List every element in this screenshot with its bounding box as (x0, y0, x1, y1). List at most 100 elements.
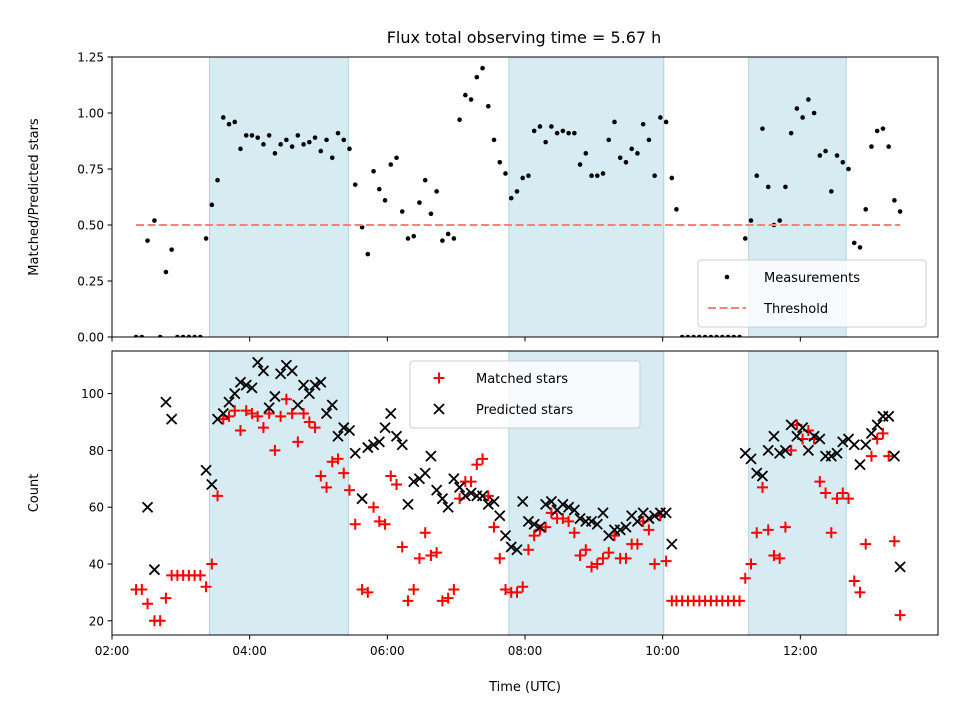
matched-star-point (408, 584, 420, 596)
measurement-point (411, 233, 417, 239)
matched-star-point (465, 476, 477, 488)
predicted-star-point (390, 430, 403, 442)
y-axis-label: Matched/Predicted stars (27, 118, 42, 276)
measurement-point (463, 92, 468, 98)
measurement-point (377, 186, 382, 192)
predicted-star-point (888, 450, 901, 462)
predicted-star-point (419, 467, 431, 479)
measurement-point (163, 269, 169, 275)
predicted-star-point (292, 399, 304, 411)
measurement-point (497, 159, 503, 165)
matched-star-point (431, 547, 443, 559)
measurement-point (834, 153, 840, 158)
matched-star-point (574, 549, 586, 561)
legend-box (697, 259, 927, 328)
matched-star-point (356, 584, 368, 596)
predicted-star-point (756, 470, 769, 482)
x-tick-label: 08:00 (508, 644, 543, 658)
matched-star-point (597, 552, 609, 564)
matched-star-point (154, 615, 166, 627)
predicted-star-point (591, 518, 603, 530)
predicted-star-point (425, 450, 437, 462)
measurement-point (874, 128, 880, 134)
matched-star-point (751, 527, 763, 539)
matched-star-point (332, 453, 344, 465)
measurement-point (543, 139, 548, 145)
predicted-star-point (459, 490, 471, 502)
measurement-point (829, 189, 834, 194)
matched-star-point (643, 524, 655, 536)
predicted-star-point (768, 430, 780, 442)
y-tick-label: 80 (89, 444, 104, 458)
measurement-point (226, 121, 232, 127)
matched-star-point (252, 410, 264, 422)
y-tick-label: 60 (89, 501, 104, 515)
legend: Measurements Threshold (697, 259, 927, 328)
matched-star-point (517, 581, 529, 593)
x-axis-label: Time (UTC) (488, 680, 561, 695)
predicted-star-point (894, 561, 906, 573)
measurement-point (765, 184, 771, 190)
measurement-point (794, 106, 800, 111)
matched-star-point (321, 481, 333, 493)
matched-star-point (402, 595, 414, 607)
measurement-point (215, 177, 220, 183)
matched-star-point (362, 586, 374, 598)
measurement-point (520, 175, 526, 181)
predicted-star-point (269, 390, 281, 403)
matched-star-point (275, 410, 287, 422)
measurement-point (485, 103, 491, 109)
predicted-star-point (465, 487, 477, 499)
matched-star-point (315, 470, 327, 482)
predicted-star-point (540, 498, 552, 510)
matched-star-point (620, 552, 632, 564)
measurement-point (382, 198, 388, 203)
predicted-star-point (338, 422, 350, 434)
measurement-point (646, 137, 652, 143)
measurement-point (892, 198, 897, 203)
predicted-star-point (631, 515, 644, 528)
matched-star-point (477, 453, 489, 465)
matched-star-point (229, 405, 241, 417)
measurement-point (725, 334, 731, 337)
legend-label: Measurements (764, 271, 860, 286)
measurement-point (658, 115, 663, 120)
predicted-star-point (808, 430, 820, 442)
matched-star-point (831, 493, 843, 505)
matched-star-point (779, 521, 791, 533)
legend-marker-predicted (433, 403, 445, 415)
measurement-point (697, 334, 702, 337)
measurement-point (823, 148, 828, 154)
measurement-point (312, 135, 318, 140)
measurement-point (417, 200, 422, 205)
matched-star-point (580, 544, 592, 556)
matched-star-point (160, 592, 172, 604)
measurement-point (278, 142, 283, 147)
measurement-point (748, 218, 754, 223)
measurement-point (612, 119, 617, 125)
measurement-point (180, 334, 186, 337)
measurement-point (674, 207, 679, 212)
y-tick-label: 1.25 (77, 51, 104, 65)
measurement-point (583, 151, 589, 156)
measurement-point (434, 189, 439, 194)
measurement-point (457, 117, 462, 123)
predicted-star-point (545, 495, 558, 508)
predicted-star-point (837, 436, 849, 448)
measurement-point (537, 124, 543, 129)
matched-star-point (136, 584, 148, 596)
predicted-star-point (408, 476, 420, 488)
matched-star-point (745, 558, 757, 570)
y-tick-label: 40 (89, 558, 104, 572)
predicted-star-point (648, 510, 661, 522)
predicted-star-point (309, 379, 321, 391)
predicted-star-point (349, 447, 361, 459)
predicted-star-point (774, 447, 786, 459)
predicted-star-point (791, 430, 803, 442)
plot-area (130, 356, 906, 627)
matched-star-point (246, 407, 258, 419)
matched-star-point (586, 561, 598, 573)
measurement-point (566, 130, 571, 136)
matched-star-point (660, 555, 672, 567)
measurement-point (428, 211, 434, 217)
